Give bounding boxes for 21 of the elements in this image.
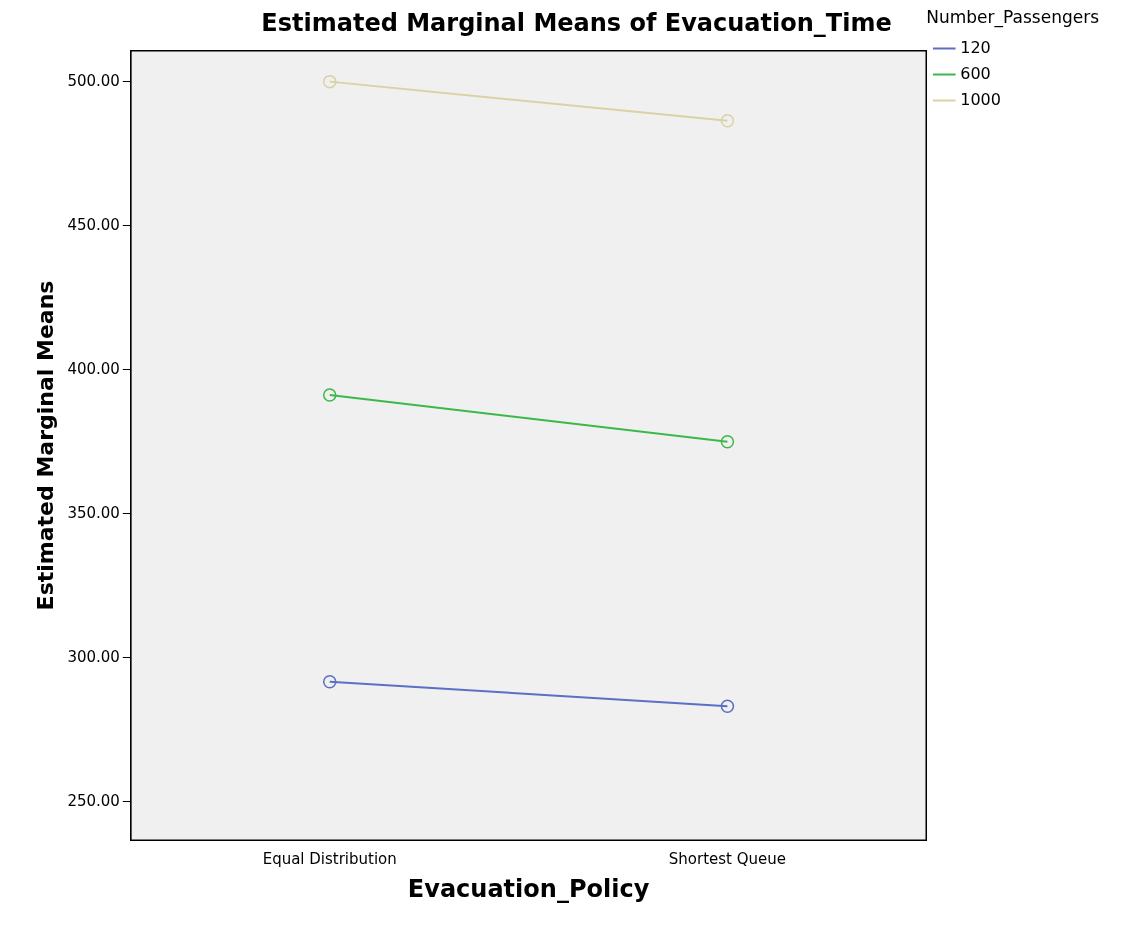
y-tick-label: 250.00 [67,791,120,810]
point [322,674,337,689]
x-tick-label: Equal Distribution [262,850,397,869]
y-tick-label: 500.00 [67,71,120,90]
legend-label: 120 [960,37,991,57]
legend-label: 1000 [960,89,1001,109]
y-axis-title: Estimated Marginal Means [32,280,58,611]
legend-label: 600 [960,63,991,83]
point [322,74,337,89]
point [322,388,337,402]
y-tick-label: 350.00 [67,503,120,522]
y-tick-label: 450.00 [67,215,120,234]
y-tick-label: 400.00 [67,359,120,378]
point [720,699,735,713]
point [720,435,735,449]
point [720,114,735,128]
y-tick-label: 300.00 [67,647,120,666]
x-tick-label: Shortest Queue [668,850,787,869]
legend-title: Number_Passengers [926,6,1100,28]
chart-title: Estimated Marginal Means of Evacuation_Time [261,8,892,37]
x-axis-title: Evacuation_Policy [407,874,650,903]
